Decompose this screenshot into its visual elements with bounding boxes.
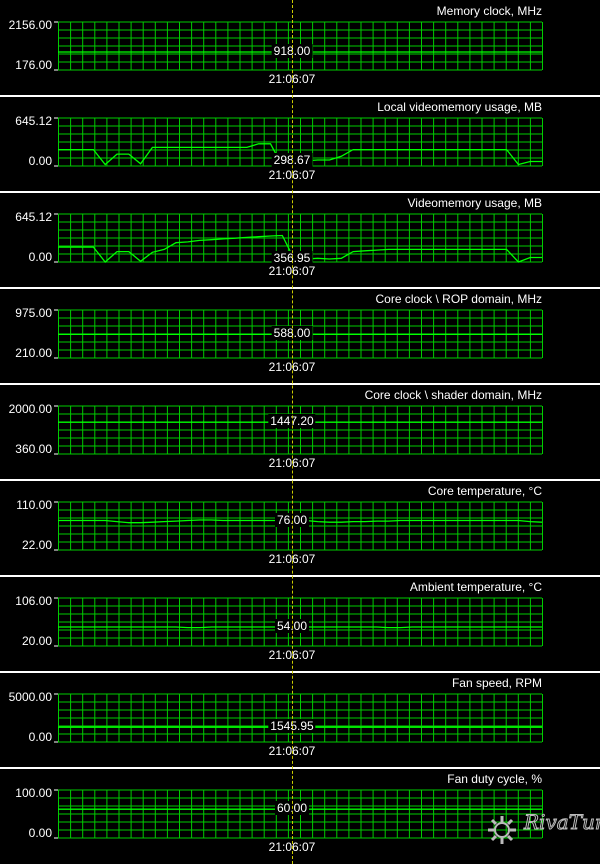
cursor-time-label: 21:06:07 (268, 360, 316, 374)
cursor-value-label: 356.95 (271, 251, 313, 266)
cursor-time-label: 21:06:07 (268, 168, 316, 182)
graph-panel[interactable]: Memory clock, MHz 2156.00 176.00 918.00 21:0… (0, 0, 600, 96)
graph-title: Fan duty cycle, % (447, 772, 542, 786)
y-axis-max-label: 106.00 (15, 594, 52, 608)
rivatuner-logo: RivaTuner (486, 810, 600, 854)
cursor-time-label: 21:06:07 (268, 648, 316, 662)
cursor-time-label: 21:06:07 (268, 456, 316, 470)
graph-title: Fan speed, RPM (451, 676, 542, 690)
graph-panel[interactable]: Core temperature, °C 110.00 22.00 76.00 21:0… (0, 480, 600, 576)
y-axis-max-label: 2156.00 (8, 18, 52, 32)
y-axis-max-label: 110.00 (16, 498, 52, 512)
y-axis-min-label: 0.00 (28, 154, 52, 168)
panel-separator (0, 767, 600, 769)
y-axis-min-label: 0.00 (28, 250, 52, 264)
cursor-time-label: 21:06:07 (268, 264, 316, 278)
panel-separator (0, 383, 600, 385)
y-axis-min-label: 0.00 (28, 730, 52, 744)
graph-panel[interactable]: Fan duty cycle, % 100.00 0.00 60.00 21:06:07 (0, 768, 600, 864)
cursor-value-label: 1447.20 (268, 414, 316, 429)
graph-panel[interactable]: Fan speed, RPM 5000.00 0.00 1545.95 21:06:07 (0, 672, 600, 768)
y-axis-min-label: 176.00 (15, 58, 52, 72)
cursor-time-label: 21:06:07 (268, 552, 316, 566)
cursor-value-label: 60.00 (274, 801, 310, 816)
cursor-time-label: 21:06:07 (268, 744, 316, 758)
y-axis-min-label: 22.00 (21, 538, 52, 552)
panel-separator (0, 575, 600, 577)
cursor-time-label: 21:06:07 (268, 840, 316, 854)
cursor-time-label: 21:06:07 (268, 72, 316, 86)
cursor-value-label: 298.67 (271, 152, 313, 167)
graph-panel[interactable]: Core clock \ ROP domain, MHz 975.00 210.00… (0, 288, 600, 384)
y-axis-max-label: 2000.00 (8, 402, 52, 416)
graph-plot[interactable] (54, 693, 543, 743)
panel-separator (0, 287, 600, 289)
panel-separator (0, 191, 600, 193)
y-axis-max-label: 5000.00 (8, 690, 52, 704)
panel-separator (0, 95, 600, 97)
panel-separator (0, 479, 600, 481)
y-axis-max-label: 100.00 (15, 786, 52, 800)
graph-plot[interactable] (54, 309, 543, 359)
graph-title: Memory clock, MHz (436, 4, 542, 18)
graph-plot[interactable] (54, 21, 543, 71)
cursor-value-label: 76.00 (274, 512, 310, 527)
gear-icon (488, 816, 516, 844)
graph-title: Core clock \ ROP domain, MHz (375, 292, 543, 306)
y-axis-max-label: 645.12 (15, 114, 52, 128)
graph-title: Ambient temperature, °C (409, 580, 542, 594)
y-axis-min-label: 0.00 (28, 826, 52, 840)
graph-panel[interactable]: Core clock \ shader domain, MHz 2000.00 36… (0, 384, 600, 480)
panel-separator (0, 671, 600, 673)
cursor-value-label: 588.00 (271, 326, 313, 341)
logo-wordmark: RivaTuner (523, 810, 600, 834)
y-axis-min-label: 20.00 (21, 634, 52, 648)
graph-panel[interactable]: Ambient temperature, °C 106.00 20.00 54.00 2… (0, 576, 600, 672)
graph-title: Core temperature, °C (427, 484, 542, 498)
graph-title: Local videomemory usage, MB (377, 100, 542, 114)
cursor-value-label: 54.00 (274, 619, 310, 634)
cursor-value-label: 918.00 (271, 44, 313, 58)
graph-title: Core clock \ shader domain, MHz (364, 388, 542, 402)
y-axis-max-label: 645.12 (15, 210, 52, 224)
graph-title: Videomemory usage, MB (407, 196, 542, 210)
y-axis-min-label: 210.00 (15, 346, 52, 360)
graph-plot[interactable] (54, 405, 543, 455)
graph-panel[interactable]: Videomemory usage, MB 645.12 0.00 356.95 21:… (0, 192, 600, 288)
cursor-value-label: 1545.95 (268, 719, 316, 734)
y-axis-min-label: 360.00 (15, 442, 52, 456)
graph-panel[interactable]: Local videomemory usage, MB 645.12 0.00 298… (0, 96, 600, 192)
y-axis-max-label: 975.00 (15, 306, 52, 320)
